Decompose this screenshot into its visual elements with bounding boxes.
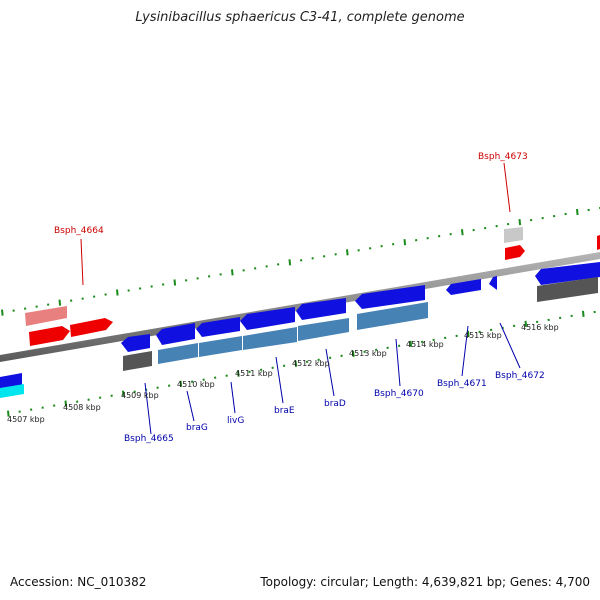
feature-brad-arrow (296, 298, 346, 320)
ruler-major-tick (288, 259, 292, 266)
feature-brag-arrow (156, 323, 195, 345)
ruler-major-tick (179, 380, 183, 387)
reverse-features (0, 262, 600, 390)
ruler-major-tick (231, 269, 234, 276)
feature-bsph-4664-dark (29, 326, 70, 346)
ruler-major-tick (122, 390, 125, 397)
feature-bsph-4665-arrow (121, 334, 150, 352)
feature-bsph-4673-gray (504, 227, 523, 243)
ruler-major-tick (461, 229, 464, 236)
tick-label: 4508 kbp (63, 403, 101, 412)
gene-labels: Bsph_4664 Bsph_4673 Bsph_4665 braG livG … (54, 152, 545, 444)
tick-label: 4512 kbp (292, 359, 330, 368)
ruler-major-tick (524, 320, 528, 327)
ruler-major-tick (352, 350, 355, 357)
leader-bsph-4664 (80, 238, 84, 286)
gene-label-bsph-4665: Bsph_4665 (124, 434, 174, 444)
cds-brad (298, 318, 349, 341)
forward-features (25, 227, 600, 346)
feature-bsph-4664b (70, 318, 113, 337)
label-leaders (80, 162, 521, 435)
genome-title: Lysinibacillus sphaericus C3-41, complet… (135, 10, 465, 25)
feature-cyan (0, 384, 24, 398)
tick-label: 4509 kbp (121, 391, 159, 400)
tick-label: 4514 kbp (406, 340, 444, 349)
ruler-major-tick (7, 410, 10, 417)
ruler-major-tick (409, 340, 413, 347)
cds-bsph-4670 (357, 302, 428, 330)
ruler-major-tick (294, 360, 298, 367)
feature-edge-right (597, 235, 600, 250)
feature-brae-arrow (240, 307, 295, 330)
leader-bsph-4671 (461, 325, 469, 377)
ruler-major-tick (64, 400, 68, 407)
gray-right (537, 277, 598, 302)
gene-label-livg: livG (227, 416, 244, 426)
feature-bsph-4670-arrow (355, 285, 425, 309)
gene-label-bsph-4673: Bsph_4673 (478, 152, 528, 162)
gene-label-bsph-4670: Bsph_4670 (374, 389, 424, 399)
ruler-major-tick (1, 309, 4, 316)
gene-label-brae: braE (274, 406, 295, 416)
ruler-major-tick (403, 239, 407, 246)
ruler-major-tick (237, 370, 240, 377)
accession-text: Accession: NC_010382 (10, 575, 147, 589)
feature-bsph-4672-arrow (489, 276, 497, 290)
gene-label-brag: braG (186, 423, 208, 433)
ruler-major-tick (518, 219, 522, 226)
gray-features (123, 277, 598, 371)
tick-label: 4510 kbp (177, 380, 215, 389)
tick-label: 4515 kbp (464, 331, 502, 340)
gray-bsph-4665 (123, 351, 152, 371)
gene-label-brad: braD (324, 399, 346, 409)
gene-label-bsph-4664: Bsph_4664 (54, 226, 104, 236)
ruler-major-tick (576, 208, 579, 216)
leader-bsph-4672 (499, 322, 521, 369)
cds-features (158, 302, 428, 364)
cds-brae (243, 327, 297, 350)
tick-label: 4507 kbp (7, 415, 45, 424)
ruler-major-tick (116, 289, 119, 296)
feature-bsph-4664-light (25, 306, 67, 326)
upper-ruler (1, 207, 600, 316)
feature-bsph-4671-arrow (446, 279, 481, 295)
leader-bsph-4665 (144, 382, 152, 435)
leader-brag (186, 390, 195, 422)
feature-right-arrow (535, 262, 600, 285)
leader-bsph-4673 (503, 162, 511, 213)
ruler-major-tick (582, 310, 585, 317)
cds-brag (158, 343, 198, 364)
leader-livg (230, 381, 236, 414)
ruler-major-tick (58, 299, 62, 306)
cds-livg (199, 336, 242, 357)
ruler-major-tick (173, 279, 177, 286)
tick-label: 4516 kbp (521, 323, 559, 332)
ruler-major-tick (467, 330, 470, 337)
genome-summary-text: Topology: circular; Length: 4,639,821 bp… (260, 575, 590, 589)
feature-bsph-4673 (505, 245, 525, 260)
leader-brae (275, 356, 284, 404)
leader-brad (325, 348, 335, 397)
tick-label: 4511 kbp (235, 369, 273, 378)
gene-label-bsph-4672: Bsph_4672 (495, 371, 545, 381)
tick-label: 4513 kbp (349, 349, 387, 358)
leader-bsph-4670 (395, 338, 401, 387)
ruler-major-tick (346, 249, 349, 256)
tick-labels: 4507 kbp 4508 kbp 4509 kbp 4510 kbp 4511… (7, 323, 559, 424)
gene-label-bsph-4671: Bsph_4671 (437, 379, 487, 389)
feature-livg-arrow (196, 317, 240, 337)
